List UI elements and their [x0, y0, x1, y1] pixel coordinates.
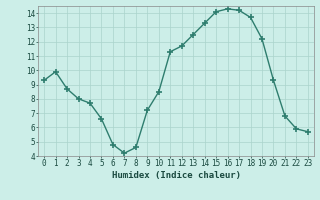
- X-axis label: Humidex (Indice chaleur): Humidex (Indice chaleur): [111, 171, 241, 180]
